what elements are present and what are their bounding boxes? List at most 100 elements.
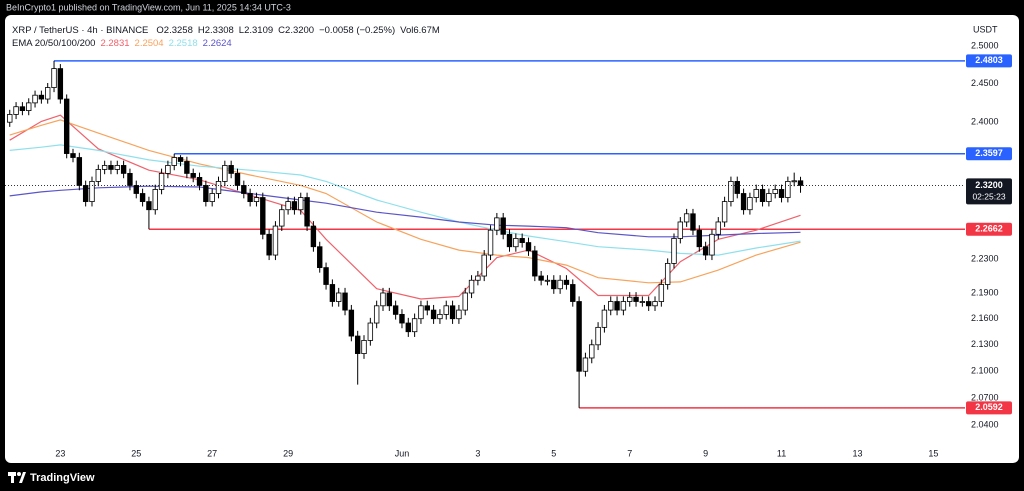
candle-body (589, 344, 595, 359)
candle-body (241, 185, 247, 194)
candle-body (608, 301, 614, 311)
candle-body (772, 189, 778, 194)
candle-body (437, 313, 443, 320)
level-label: 2.0592 (975, 402, 1003, 412)
candle-body (456, 309, 462, 320)
last-price-label: 2.3200 (975, 180, 1003, 190)
level-label-box (966, 222, 1012, 236)
y-tick-label: 2.4500 (971, 78, 999, 88)
logo-mark (19, 472, 26, 483)
candle-body (247, 193, 253, 202)
x-tick-label: 29 (283, 448, 293, 458)
ohlc-value: 2.3109 (244, 25, 273, 36)
candle-body (715, 221, 721, 235)
x-tick-label: 23 (55, 448, 65, 458)
countdown: 02:25:23 (972, 192, 1005, 202)
candle-body (418, 305, 424, 320)
candle-body (82, 185, 89, 202)
ema-value: 2.2624 (203, 38, 232, 49)
candle-body (424, 305, 430, 311)
ema-line (9, 144, 801, 256)
candle-body (108, 165, 114, 170)
candle-body (114, 165, 120, 170)
level-label: 2.4803 (975, 55, 1003, 65)
x-tick-label: 25 (131, 448, 141, 458)
candle-body (348, 309, 355, 337)
candle-body (481, 254, 487, 277)
candle-body (146, 201, 152, 211)
candle-body (797, 180, 804, 186)
candle-body (500, 217, 506, 235)
ohlc-key: O (156, 25, 163, 36)
y-tick-label: 2.1600 (971, 313, 999, 323)
candle-body (747, 197, 753, 211)
logo-mark (8, 472, 16, 476)
candle-body (336, 292, 342, 302)
candle-body (449, 305, 456, 320)
candle-body (13, 106, 19, 115)
candle-body (152, 189, 158, 211)
candle-body (430, 309, 437, 320)
candle-body (266, 233, 272, 256)
candle-body (57, 68, 64, 100)
plot-area (7, 60, 965, 409)
candle-body (323, 267, 329, 285)
candle-body (234, 173, 241, 186)
candle-body (677, 221, 684, 239)
x-tick-label: 7 (627, 448, 632, 458)
candle-body (513, 238, 519, 248)
candle-body (462, 292, 468, 311)
candle-body (766, 193, 772, 202)
logo-mark (17, 472, 21, 476)
candle-body (279, 209, 285, 227)
ema-value: 2.2504 (135, 38, 164, 49)
candle-body (329, 284, 336, 302)
candle-body (519, 238, 525, 243)
y-tick-label: 2.0400 (971, 420, 999, 430)
candle-body (298, 197, 304, 211)
x-tick-label: Jun (395, 448, 410, 458)
candle-body (601, 309, 608, 328)
candle-body (538, 275, 544, 281)
x-tick-label: 5 (551, 448, 556, 458)
candle-body (671, 238, 677, 264)
candle-body (165, 165, 171, 174)
candle-body (690, 213, 696, 231)
x-tick-label: 13 (852, 448, 862, 458)
x-tick-label: 9 (703, 448, 708, 458)
candle-body (639, 301, 646, 303)
candle-body (475, 275, 481, 281)
candle-body (26, 102, 32, 111)
candle-body (576, 301, 582, 372)
ohlc-key: H (198, 25, 205, 36)
candle-body (778, 189, 785, 198)
candle-body (7, 114, 13, 123)
candle-body (582, 357, 589, 372)
candle-body (563, 279, 570, 285)
candle-body (209, 193, 215, 202)
candle-body (658, 284, 665, 302)
candle-body (38, 94, 45, 100)
candle-body (367, 322, 374, 341)
candle-body (399, 313, 405, 324)
ohlc-value: 2.3258 (164, 25, 193, 36)
candle-body (222, 165, 228, 182)
symbol-header: XRP / TetherUS · 4h · BINANCE O2.3258 H2.3… (12, 25, 440, 36)
ema-legend: EMA 20/50/100/200 2.2831 2.2504 2.2518 2.262… (12, 38, 232, 49)
candle-body (551, 279, 557, 290)
candle-body (614, 301, 620, 311)
candle-body (127, 173, 133, 186)
ohlc-value: 2.3308 (205, 25, 234, 36)
candle-body (645, 301, 652, 307)
y-tick-label: 2.0700 (971, 392, 999, 402)
candle-body (405, 322, 411, 333)
candle-body (76, 157, 83, 186)
source-line: BeInCrypto1 published on TradingView.com… (6, 2, 291, 12)
candle-body (95, 169, 102, 182)
candle-body (525, 242, 532, 252)
x-tick-label: 15 (928, 448, 938, 458)
candle-body (171, 157, 177, 166)
candle-body (304, 197, 310, 227)
candle-body (683, 213, 690, 223)
